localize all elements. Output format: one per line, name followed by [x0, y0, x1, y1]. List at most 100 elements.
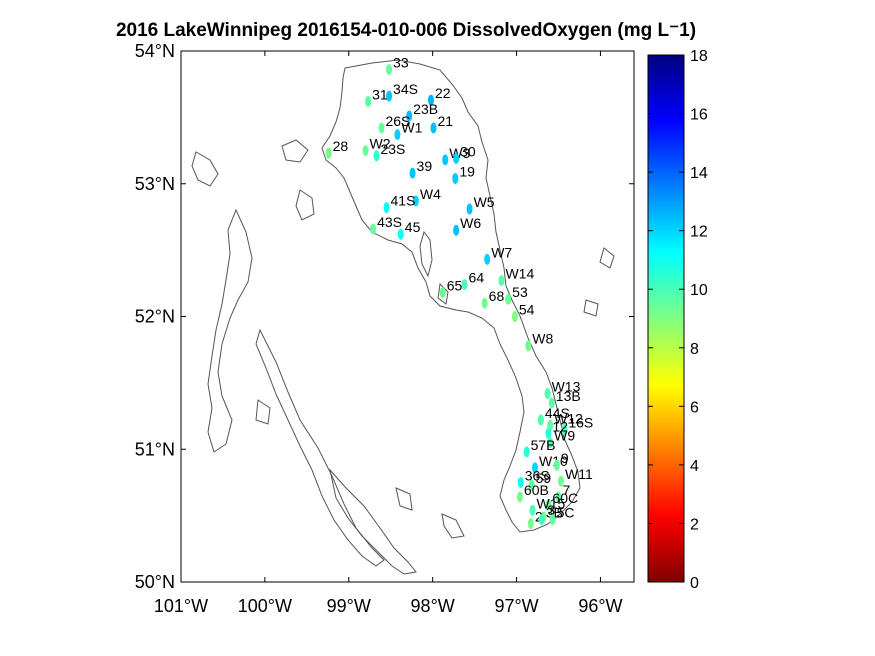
- small-lake-3: [295, 189, 315, 221]
- y-tick-label: 53°N: [135, 174, 175, 194]
- station-label: W9: [554, 428, 575, 444]
- small-lake-1: [191, 151, 219, 187]
- station-label: 30: [460, 144, 476, 160]
- station-point: [409, 167, 416, 179]
- station-label: 59: [536, 470, 552, 486]
- station-point: [373, 150, 380, 162]
- station-point: [412, 195, 419, 207]
- station-point: [544, 387, 551, 399]
- station-point: [498, 275, 505, 287]
- station-label: 22: [435, 85, 451, 101]
- station-label: W10: [539, 453, 568, 469]
- station-point: [538, 514, 545, 526]
- station-point: [383, 202, 390, 214]
- station-point: [532, 462, 539, 474]
- small-lake-6: [441, 513, 465, 539]
- colorbar-tick-label: 16: [690, 107, 708, 124]
- colorbar-tick-label: 12: [690, 224, 708, 241]
- station-point: [537, 414, 544, 426]
- colorbar-gradient: [647, 54, 685, 583]
- station-label: 9: [561, 450, 569, 466]
- colorbar-tick-label: 0: [690, 575, 699, 592]
- station-point: [561, 423, 568, 435]
- station-point: [370, 223, 377, 235]
- station-point: [394, 129, 401, 141]
- station-point: [529, 504, 536, 516]
- x-tick-label: 97°W: [494, 596, 538, 616]
- station-point: [516, 491, 523, 503]
- x-tick-label: 99°W: [327, 596, 371, 616]
- station-label: 12: [552, 418, 568, 434]
- station-point: [439, 287, 446, 299]
- colorbar-tick-label: 14: [690, 165, 708, 182]
- station-point: [397, 228, 404, 240]
- station-point: [362, 145, 369, 157]
- station-point: [511, 311, 518, 322]
- chart-title: 2016 LakeWinnipeg 2016154-010-006 Dissol…: [115, 20, 697, 41]
- colorbar-tick-label: 2: [690, 516, 699, 533]
- station-point: [461, 279, 468, 291]
- station-point: [466, 203, 473, 215]
- lake-manitoba-outline: [255, 328, 385, 567]
- station-label: W7: [491, 244, 512, 260]
- small-lake-4: [255, 399, 271, 425]
- station-label: 7: [563, 482, 571, 498]
- station-point: [430, 122, 437, 134]
- station-point: [555, 491, 562, 503]
- station-label: W12: [554, 410, 583, 426]
- station-label: 23S: [380, 141, 405, 157]
- x-tick-label: 98°W: [411, 596, 455, 616]
- y-tick-label: 52°N: [135, 307, 175, 327]
- station-point: [545, 499, 552, 511]
- station-label: 54: [519, 302, 535, 318]
- station-point: [523, 446, 530, 458]
- station-label: W1: [401, 120, 422, 136]
- island-1: [419, 230, 433, 278]
- station-label: 53: [512, 284, 528, 300]
- station-point: [548, 397, 555, 409]
- station-point: [427, 94, 434, 106]
- station-point: [453, 153, 460, 165]
- station-point: [325, 147, 332, 159]
- colorbar-tick-label: 10: [690, 282, 708, 299]
- colorbar-tick-label: 6: [690, 399, 699, 416]
- station-label: 65: [447, 278, 463, 294]
- map-axes: 101°W 100°W 99°W 98°W 97°W 96°W 50°N 51°N 52°N 53…: [135, 41, 635, 616]
- island-2: [437, 282, 449, 305]
- station-label: W13: [552, 378, 581, 394]
- station-label: 44S: [545, 405, 570, 421]
- station-point: [527, 518, 534, 530]
- station-label: 64: [469, 270, 485, 286]
- station-point: [386, 90, 393, 102]
- station-point: [558, 475, 565, 487]
- station-point: [547, 437, 554, 449]
- station-point: [453, 224, 460, 236]
- west-lakes-outline: [207, 208, 253, 453]
- station-point: [406, 110, 413, 122]
- small-lake-2: [281, 139, 309, 163]
- station-label: 23B: [413, 101, 438, 117]
- station-label: 41S: [391, 193, 416, 209]
- station-label: 5C: [557, 505, 575, 521]
- station-label: 68: [489, 288, 505, 304]
- station-label: 26S: [385, 113, 410, 129]
- x-tick-label: 100°W: [238, 596, 292, 616]
- station-label: W4: [420, 186, 441, 202]
- x-tick-label: 101°W: [154, 596, 208, 616]
- small-lake-8: [583, 299, 599, 317]
- station-label: 39: [417, 158, 433, 174]
- station-point: [484, 253, 491, 265]
- station-label: 33: [393, 55, 409, 71]
- x-tick-label: 96°W: [578, 596, 622, 616]
- station-label: 3: [547, 502, 555, 518]
- station-label: 43S: [377, 214, 402, 230]
- station-label: 3B: [546, 505, 563, 521]
- small-lake-7: [599, 247, 615, 269]
- station-label: 21: [438, 113, 454, 129]
- small-lake-5: [395, 487, 413, 511]
- colorbar-tick-label: 4: [690, 458, 699, 475]
- station-label: 16S: [568, 414, 593, 430]
- station-label: 60C: [552, 490, 578, 506]
